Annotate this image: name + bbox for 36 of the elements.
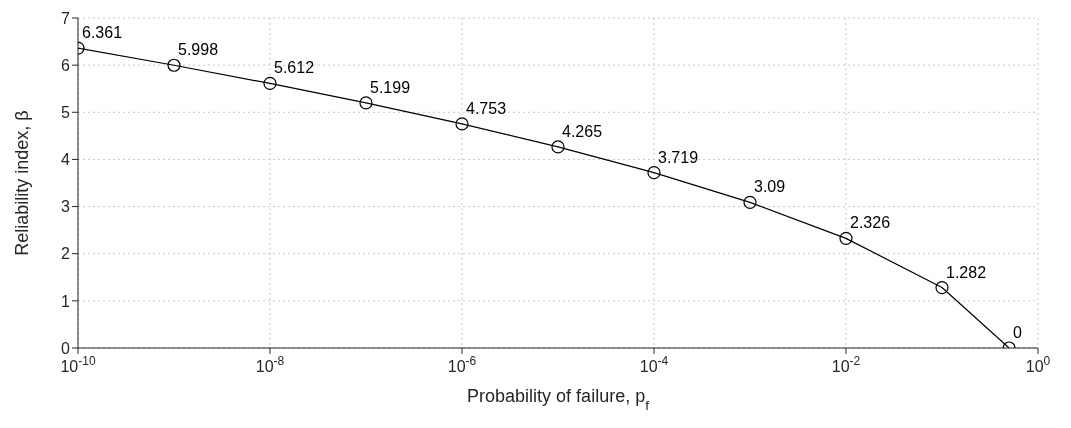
x-axis-title: Probability of failure, p$_{f}$ <box>467 386 650 413</box>
y-tick-label: 0 <box>61 339 71 357</box>
y-tick-label: 7 <box>61 9 71 27</box>
data-label: 3.719 <box>658 148 699 166</box>
y-axis-title: Reliability index, β <box>12 110 33 256</box>
data-label: 4.265 <box>562 122 603 140</box>
y-tick-label: 1 <box>61 292 71 310</box>
y-tick-label: 3 <box>61 198 71 216</box>
point <box>455 117 469 131</box>
point <box>839 231 853 245</box>
x-tick-label: 10$^{-10}$ <box>60 354 96 375</box>
y-tick-label: 4 <box>61 151 71 169</box>
point <box>935 280 949 295</box>
y-tick-label: 5 <box>61 103 71 121</box>
x-tick-label: 10$^{-6}$ <box>447 354 477 375</box>
point <box>263 76 277 91</box>
data-label: 1.282 <box>946 263 987 281</box>
x-tick-label: 10$^{-8}$ <box>255 354 285 375</box>
data-label: 3.09 <box>754 178 786 196</box>
y-tick-label: 2 <box>61 245 71 263</box>
data-label: 2.326 <box>850 214 891 232</box>
point <box>359 96 373 110</box>
x-tick-label: 10$^{0}$ <box>1025 354 1051 375</box>
x-tick-label: 10$^{-4}$ <box>639 354 669 375</box>
point <box>167 58 181 72</box>
y-tick-label: 6 <box>61 56 71 74</box>
data-label: 5.199 <box>370 78 411 96</box>
data-label: 4.753 <box>466 99 507 117</box>
data-label: 6.361 <box>82 24 123 42</box>
point <box>647 166 661 180</box>
point <box>551 140 565 154</box>
data-label: 5.998 <box>178 41 219 59</box>
x-tick-label: 10$^{-2}$ <box>831 354 861 375</box>
point <box>743 195 757 209</box>
data-label: 5.612 <box>274 59 315 77</box>
data-label: 0 <box>1013 324 1023 341</box>
